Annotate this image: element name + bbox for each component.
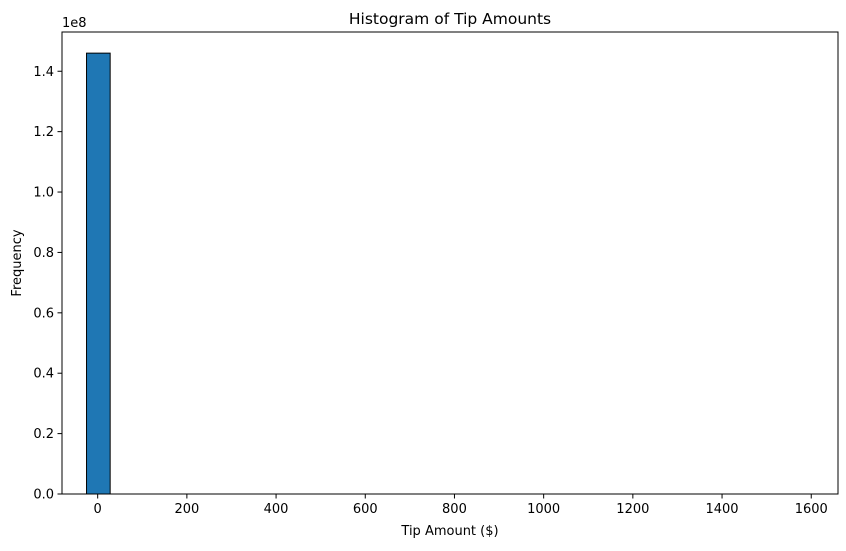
y-offset-text: 1e8 xyxy=(62,16,87,31)
y-tick-label: 0.6 xyxy=(33,306,54,321)
x-axis-label: Tip Amount ($) xyxy=(400,524,498,539)
y-tick-label: 0.4 xyxy=(33,367,54,382)
y-tick-label: 1.2 xyxy=(33,125,54,140)
x-tick-label: 1400 xyxy=(705,502,738,517)
x-tick-label: 800 xyxy=(442,502,467,517)
y-tick-label: 0.0 xyxy=(33,488,54,503)
x-tick-label: 1000 xyxy=(527,502,560,517)
x-tick-label: 600 xyxy=(353,502,378,517)
y-tick-label: 0.8 xyxy=(33,246,54,261)
histogram-bar-0 xyxy=(86,52,111,495)
y-tick-label: 1.0 xyxy=(33,186,54,201)
plot-frame xyxy=(61,31,839,495)
x-tick-label: 1200 xyxy=(616,502,649,517)
x-tick-label: 1600 xyxy=(795,502,828,517)
y-tick-label: 0.2 xyxy=(33,427,54,442)
y-axis-label: Frequency xyxy=(10,229,25,296)
x-tick-label: 200 xyxy=(174,502,199,517)
x-tick-label: 400 xyxy=(264,502,289,517)
x-tick-label: 0 xyxy=(94,502,102,517)
axis-layer: 0 200 400 600 800 1000 1200 1400 1600 0.0 0.2 0.4 0.… xyxy=(33,65,827,517)
y-tick-label: 1.4 xyxy=(33,65,54,80)
chart-title: Histogram of Tip Amounts xyxy=(349,10,551,28)
plot-layer xyxy=(86,52,111,495)
